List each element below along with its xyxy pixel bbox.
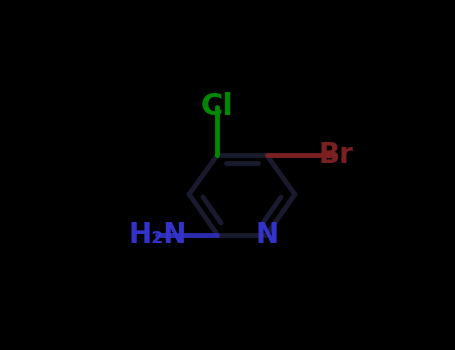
Text: Cl: Cl [201,92,234,121]
Text: Br: Br [318,141,353,169]
Text: H₂N: H₂N [128,221,187,249]
Text: N: N [255,221,278,249]
